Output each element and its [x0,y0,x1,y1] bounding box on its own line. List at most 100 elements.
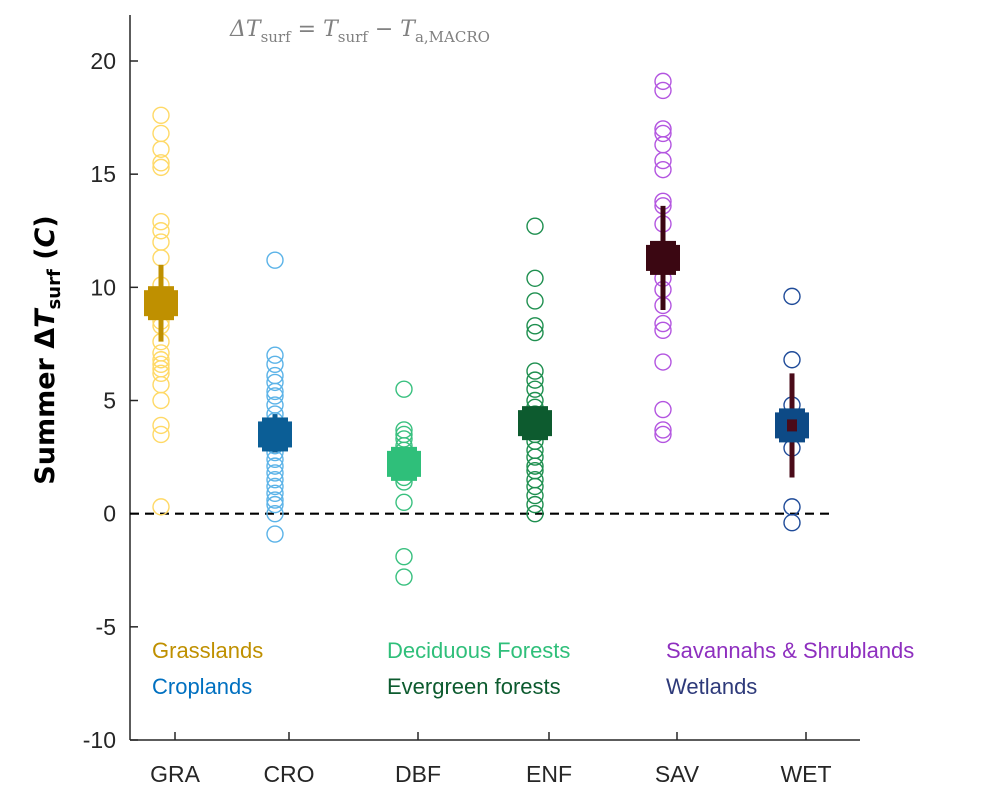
legend: Grasslands Croplands Deciduous Forests Ever… [152,638,914,699]
data-point-cro [266,355,284,373]
data-point-sav [654,400,672,419]
x-tick-label-cro: CRO [263,761,314,785]
legend-entry: Wetlands [666,674,757,699]
data-point-cro [266,373,284,392]
mean-markers [144,205,809,481]
data-point-sav [654,124,672,143]
data-point-cro [266,387,284,405]
data-point-sav [654,72,672,91]
data-point-cro [266,346,284,364]
data-point-dbf [395,421,413,439]
mean-marker-body [650,240,676,275]
data-point-dbf [395,380,413,398]
data-point-enf [526,317,544,335]
data-point-sav [654,353,672,371]
data-point-enf [526,495,544,514]
mean-marker-wet [775,408,809,443]
legend-entry: Croplands [152,674,252,699]
data-point-enf [526,380,544,398]
x-tick-label-gra: GRA [150,761,201,785]
data-point-enf [526,362,544,380]
legend-entry: Deciduous Forests [387,638,570,663]
y-axis-label: Summer ΔTsurf (C) [30,215,65,484]
y-tick-label: -10 [83,727,116,753]
data-point-enf [526,477,544,496]
data-point-gra [152,249,170,267]
data-point-sav [654,81,672,100]
data-point-sav [654,160,672,179]
mean-marker-sav [646,240,680,275]
y-tick-label: 5 [103,388,116,414]
data-point-sav [654,136,672,154]
x-tick-label-dbf: DBF [395,761,441,785]
data-point-sav [654,421,672,439]
svg-text:Summer ΔTsurf (C): Summer ΔTsurf (C) [30,215,65,484]
data-point-enf [526,486,544,505]
mean-marker-body [148,286,174,321]
legend-entry: Savannahs & Shrublands [666,638,914,663]
data-point-gra [152,375,170,394]
data-point-sav [654,120,672,138]
y-tick-label: 10 [90,274,116,300]
axes: 20 15 10 5 0 -5 -10 GRA CRO DBF ENF SAV WET [83,15,860,785]
data-point-wet [783,498,801,516]
data-point-dbf [395,568,413,586]
data-point-gra [152,222,170,240]
legend-entry: Evergreen forests [387,674,561,699]
data-point-cro [266,477,284,496]
data-point-gra [152,124,170,143]
data-point-gra [152,233,170,251]
data-point-gra [152,212,170,231]
data-point-gra [152,158,170,177]
data-point-cro [266,504,284,523]
data-point-wet [783,514,801,532]
mean-marker-enf [518,406,552,441]
data-point-enf [526,217,544,235]
data-point-gra [152,355,170,373]
data-point-cro [266,484,284,502]
mean-marker-body [262,417,288,452]
mean-marker-body [522,406,548,441]
data-point-cro [266,457,284,475]
x-tick-label-wet: WET [780,761,831,785]
y-tick-label: 20 [90,48,116,74]
data-point-gra [152,498,170,516]
data-point-cro [266,366,284,385]
data-point-cro [266,251,284,269]
data-point-enf [526,457,544,475]
data-point-cro [266,525,284,543]
data-point-wet [783,287,801,306]
data-point-sav [654,314,672,333]
data-point-gra [152,106,170,125]
data-point-sav [654,321,672,340]
data-point-sav [654,151,672,170]
data-point-enf [526,323,544,342]
data-point-wet [783,351,801,369]
data-point-enf [526,448,544,466]
data-point-gra [152,416,170,435]
data-point-gra [152,351,170,369]
x-tick-label-sav: SAV [655,761,700,785]
data-point-cro [266,491,284,509]
data-point-cro [266,464,284,482]
mean-marker-dbf [387,446,421,481]
data-point-dbf [395,493,413,512]
y-tick-label: 15 [90,161,116,187]
data-point-gra [152,364,170,383]
chart-title: ΔTsurf = Tsurf − Ta,MACRO [229,17,490,46]
mean-marker-gra [144,286,178,321]
data-point-gra [152,360,170,378]
data-point-cro [266,495,284,514]
data-point-enf [526,441,544,459]
data-point-gra [152,140,170,158]
data-points [152,72,801,586]
data-point-enf [526,292,544,310]
data-point-gra [152,425,170,444]
data-point-gra [152,154,170,172]
y-tick-label: 0 [103,501,116,527]
y-tick-label: -5 [96,614,116,640]
data-point-enf [526,269,544,287]
data-point-enf [526,371,544,389]
data-point-enf [526,504,544,523]
